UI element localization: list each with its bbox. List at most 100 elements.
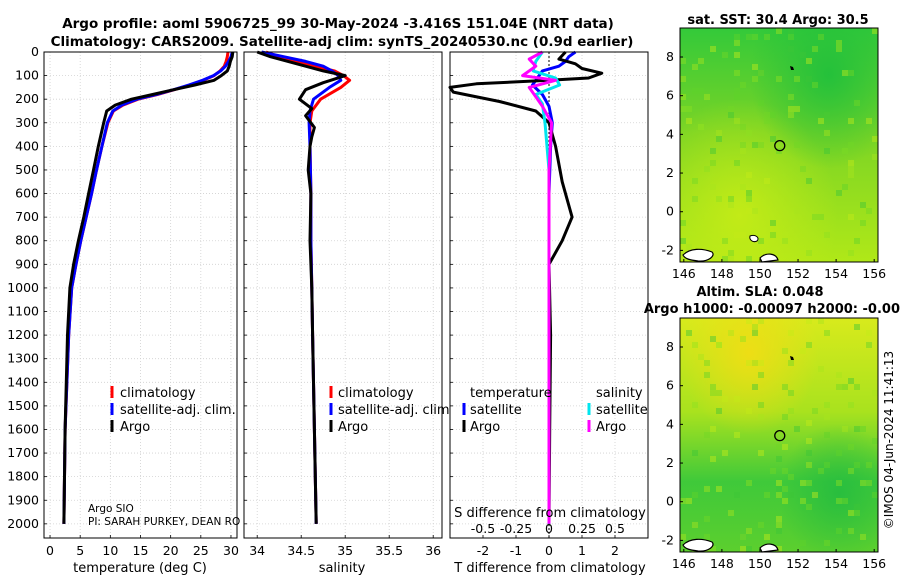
sla-float-marker <box>774 430 786 442</box>
map-pixel <box>872 438 878 444</box>
map-pixel <box>776 492 782 498</box>
map-pixel <box>842 426 848 432</box>
map-pixel <box>752 324 758 330</box>
map-pixel <box>764 112 770 118</box>
map-pixel <box>698 88 704 94</box>
y-tick-label: 0 <box>666 204 674 219</box>
map-pixel <box>734 52 740 58</box>
map-pixel <box>704 516 710 522</box>
top-x-tick-label: -0.5 <box>471 521 495 536</box>
map-pixel <box>764 178 770 184</box>
map-pixel <box>806 504 812 510</box>
map-pixel <box>848 70 854 76</box>
map-pixel <box>680 220 686 226</box>
map-pixel <box>836 46 842 52</box>
map-pixel <box>716 196 722 202</box>
y-tick-label: 1300 <box>7 351 39 366</box>
x-tick-label: 36 <box>425 543 441 558</box>
map-pixel <box>710 336 716 342</box>
map-pixel <box>710 184 716 190</box>
map-pixel <box>734 396 740 402</box>
map-pixel <box>812 492 818 498</box>
map-pixel <box>752 360 758 366</box>
map-pixel <box>716 342 722 348</box>
map-pixel <box>746 318 752 324</box>
map-pixel <box>770 220 776 226</box>
x-tick-label: 34.5 <box>287 543 315 558</box>
map-pixel <box>758 450 764 456</box>
map-pixel <box>758 318 764 324</box>
map-pixel <box>842 148 848 154</box>
map-pixel <box>776 444 782 450</box>
map-pixel <box>686 498 692 504</box>
map-pixel <box>764 492 770 498</box>
map-pixel <box>686 106 692 112</box>
y-tick-label: 1500 <box>7 398 39 413</box>
map-pixel <box>776 456 782 462</box>
y-tick-label: 8 <box>666 49 674 64</box>
y-tick-label: 2 <box>666 455 674 470</box>
map-pixel <box>782 238 788 244</box>
map-pixel <box>734 160 740 166</box>
x-tick-label: 2 <box>611 543 619 558</box>
sla-map-title: Altim. SLA: 0.048 <box>697 285 824 300</box>
y-tick-label: 2 <box>666 165 674 180</box>
map-pixel <box>860 202 866 208</box>
x-tick-label: 150 <box>748 556 772 571</box>
legend-t-satellite: satellite <box>470 403 522 418</box>
map-pixel <box>800 540 806 546</box>
map-pixel <box>692 402 698 408</box>
map-pixel <box>788 28 794 34</box>
map-pixel <box>680 94 686 100</box>
map-pixel <box>740 232 746 238</box>
map-pixel <box>746 130 752 136</box>
map-pixel <box>842 70 848 76</box>
map-pixel <box>740 534 746 540</box>
map-pixel <box>782 414 788 420</box>
y-tick-label: 1200 <box>7 327 39 342</box>
y-tick-label: 900 <box>15 256 39 271</box>
map-pixel <box>782 468 788 474</box>
map-pixel <box>788 46 794 52</box>
map-pixel <box>812 46 818 52</box>
map-pixel <box>854 462 860 468</box>
x-tick-label: 156 <box>862 266 886 281</box>
map-pixel <box>776 546 782 552</box>
map-pixel <box>722 396 728 402</box>
map-pixel <box>758 70 764 76</box>
legend-argo: Argo <box>120 420 150 435</box>
map-pixel <box>746 528 752 534</box>
map-pixel <box>782 348 788 354</box>
map-pixel <box>680 534 686 540</box>
map-pixel <box>740 148 746 154</box>
map-pixel <box>848 378 854 384</box>
y-tick-label: 300 <box>15 115 39 130</box>
legend-satellite-adj: satellite-adj. clim. <box>338 403 454 418</box>
map-pixel <box>710 456 716 462</box>
y-tick-label: 800 <box>15 233 39 248</box>
map-pixel <box>866 208 872 214</box>
map-pixel <box>686 106 692 112</box>
map-pixel <box>728 250 734 256</box>
top-x-tick-label: 0.25 <box>568 521 596 536</box>
map-pixel <box>692 196 698 202</box>
map-pixel <box>758 70 764 76</box>
map-pixel <box>788 94 794 100</box>
x-tick-label: 5 <box>76 543 84 558</box>
map-pixel <box>782 444 788 450</box>
salinity-xlabel: salinity <box>319 561 366 576</box>
map-pixel <box>698 124 704 130</box>
map-pixel <box>848 510 854 516</box>
map-pixel <box>788 390 794 396</box>
map-pixel <box>752 76 758 82</box>
map-pixel <box>752 330 758 336</box>
y-tick-label: -2 <box>662 532 674 547</box>
map-pixel <box>734 88 740 94</box>
map-pixel <box>854 100 860 106</box>
x-tick-label: 1 <box>578 543 586 558</box>
temperature-xlabel: temperature (deg C) <box>73 561 207 576</box>
y-tick-label: 1700 <box>7 445 39 460</box>
map-pixel <box>836 372 842 378</box>
map-pixel <box>722 238 728 244</box>
map-pixel <box>770 112 776 118</box>
